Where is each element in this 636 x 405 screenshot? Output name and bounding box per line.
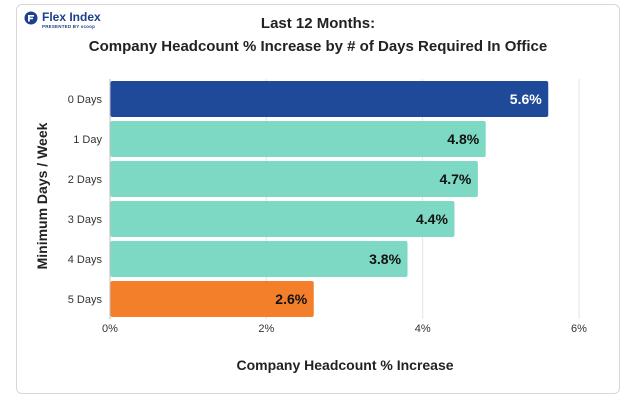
x-tick-label-0: 0%: [102, 323, 118, 335]
category-label-2: 2 Days: [68, 174, 103, 186]
flex-index-logo-icon: [24, 11, 38, 25]
value-label-2: 4.7%: [439, 171, 471, 187]
value-label-1: 4.8%: [447, 131, 479, 147]
bar-0: [110, 81, 549, 117]
value-label-4: 3.8%: [369, 251, 401, 267]
bar-2: [110, 161, 478, 197]
category-label-0: 0 Days: [68, 94, 103, 106]
y-axis-label: Minimum Days / Week: [34, 122, 50, 270]
x-tick-label-2: 4%: [415, 323, 431, 335]
chart-card: [16, 4, 620, 394]
x-tick-label-1: 2%: [258, 323, 274, 335]
value-label-3: 4.4%: [416, 211, 448, 227]
category-label-1: 1 Day: [73, 134, 102, 146]
chart-subtitle: Company Headcount % Increase by # of Day…: [88, 38, 548, 55]
x-tick-label-3: 6%: [571, 323, 587, 335]
bar-5: [110, 281, 314, 317]
category-label-3: 3 Days: [68, 214, 103, 226]
category-label-4: 4 Days: [68, 254, 103, 266]
x-axis-label: Company Headcount % Increase: [236, 357, 454, 373]
bar-1: [110, 121, 486, 157]
logo-name: Flex Index: [42, 10, 101, 24]
value-label-0: 5.6%: [510, 91, 542, 107]
category-label-5: 5 Days: [68, 294, 103, 306]
chart-title: Last 12 Months:: [260, 15, 376, 32]
bar-3: [110, 201, 455, 237]
flex-index-logo: Flex Index PRESENTED BY scoop: [24, 10, 104, 32]
value-label-5: 2.6%: [275, 291, 307, 307]
bar-4: [110, 241, 408, 277]
logo-tagline: PRESENTED BY scoop: [42, 24, 96, 29]
